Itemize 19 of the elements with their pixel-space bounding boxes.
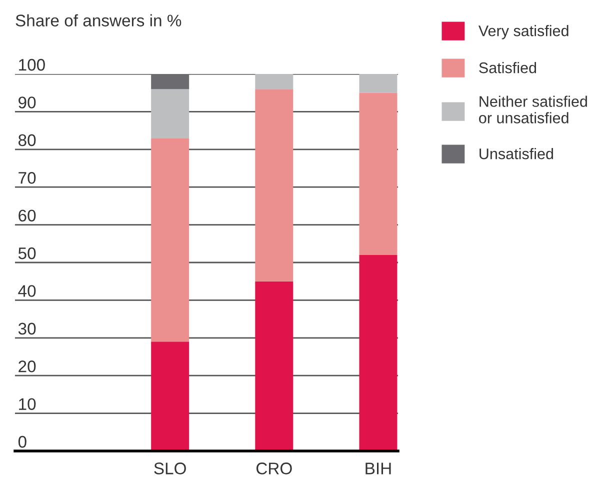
y-tick-label: 50 (18, 247, 36, 260)
x-tick-label: CRO (256, 462, 292, 474)
x-tick-label: SLO (154, 462, 186, 474)
y-axis-title: Share of answers in % (16, 14, 182, 26)
legend-label: Unsatisfied (480, 148, 554, 160)
legend-label: Very satisfied (478, 25, 568, 40)
y-tick-label: 70 (18, 172, 36, 184)
y-tick-label: 90 (18, 96, 36, 108)
y-tick-label: 60 (18, 210, 36, 222)
y-tick-label: 10 (19, 398, 36, 410)
y-tick-label: 100 (19, 58, 45, 71)
x-tick-label: BIH (366, 462, 391, 474)
legend-label: Neither satisfied or unsatisfied (479, 96, 587, 124)
legend-label: Satisfied (479, 62, 536, 74)
y-tick-label: 80 (18, 134, 36, 146)
y-tick-label: 0 (18, 436, 26, 448)
y-tick-label: 20 (18, 360, 36, 372)
y-tick-label: 30 (18, 322, 36, 335)
y-tick-label: 40 (18, 285, 36, 297)
